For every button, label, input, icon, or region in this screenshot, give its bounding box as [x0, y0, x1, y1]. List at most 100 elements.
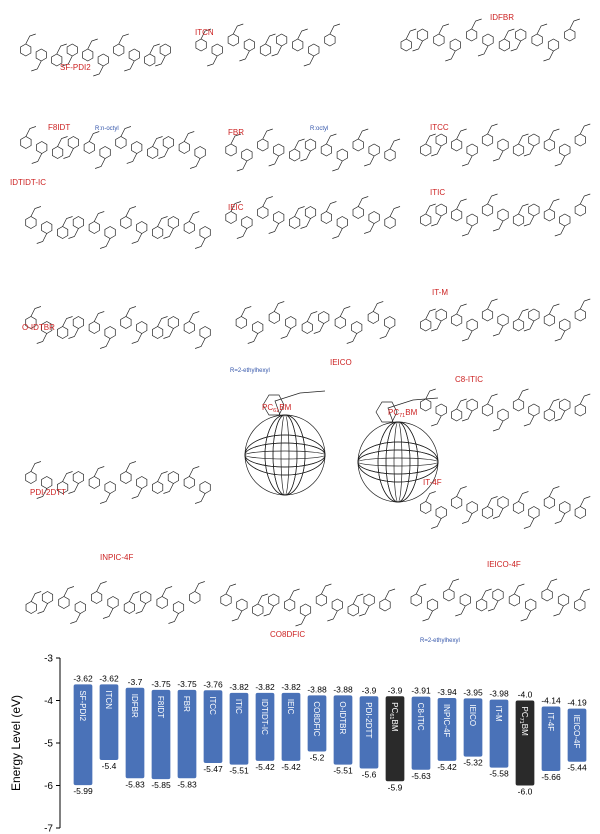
- lumo-value-label: -3.91: [411, 686, 431, 696]
- molecule-label-text: FBR: [228, 128, 244, 137]
- structure-sketch: [410, 578, 590, 622]
- structure-sketch: [220, 583, 396, 627]
- bar-group: IT-M -3.98 -5.58: [489, 689, 509, 779]
- homo-value-label: -5.2: [310, 753, 325, 763]
- energy-bar: [177, 689, 197, 779]
- molecule-label: IT-4F: [423, 478, 442, 487]
- energy-bar: [73, 684, 93, 786]
- lumo-value-label: -3.94: [437, 687, 457, 697]
- molecule-label-text: PC: [388, 408, 399, 417]
- energy-bar: [281, 692, 301, 761]
- molecule-label: ITCN: [195, 28, 214, 37]
- energy-bar: [411, 696, 431, 770]
- lumo-value-label: -3.62: [99, 673, 119, 683]
- molecule-label-text: IEIC: [228, 203, 244, 212]
- structure-sketch: [20, 33, 171, 77]
- lumo-value-label: -3.88: [307, 684, 327, 694]
- molecule-pdi-2dtt: PDI-2DTT: [25, 461, 211, 504]
- structure-sketch: [25, 206, 211, 249]
- lumo-value-label: -3.82: [255, 682, 275, 692]
- lumo-value-label: -3.76: [203, 679, 223, 689]
- molecule-ieico-4f: IEICO-4F R=2-ethylhexyl: [410, 560, 590, 644]
- lumo-value-label: -3.95: [463, 687, 483, 697]
- molecule-o-idtbr: O-IDTBR: [22, 306, 211, 349]
- structure-sketch: [25, 581, 205, 624]
- lumo-value-label: -3.75: [177, 679, 197, 689]
- homo-value-label: -6.0: [518, 787, 533, 797]
- bar-name-label: SF-PDI2: [78, 690, 87, 721]
- energy-bar: [229, 692, 249, 765]
- energy-bar: [567, 708, 587, 762]
- structure-sketch: [357, 397, 439, 503]
- y-tick-label: -4: [44, 696, 53, 707]
- bar-name-label: PC61BM: [388, 702, 399, 732]
- lumo-value-label: -3.82: [229, 682, 249, 692]
- molecule-label-text: C8-ITIC: [455, 375, 483, 384]
- bar-name-label: F8IDT: [156, 696, 165, 718]
- homo-value-label: -5.44: [567, 763, 587, 773]
- molecule-label-text: ITCN: [195, 28, 214, 37]
- molecule-label-text: SF-PDI2: [60, 63, 91, 72]
- lumo-value-label: -3.82: [281, 682, 301, 692]
- molecule-label-text: PDI-2DTT: [30, 488, 66, 497]
- molecule-inpic-4f: INPIC-4F: [25, 553, 205, 624]
- lumo-value-label: -3.75: [151, 679, 171, 689]
- molecule-ieic: IEIC: [225, 196, 401, 239]
- molecule-label: IEICO: [330, 358, 352, 367]
- molecule-f8idt: F8IDT R:n-octyl: [20, 123, 206, 169]
- lumo-value-label: -3.9: [362, 685, 377, 695]
- molecule-note: R=2-ethylhexyl: [230, 368, 270, 374]
- molecule-sf-pdi2: SF-PDI2: [20, 33, 171, 77]
- molecule-label-text: IDFBR: [490, 13, 514, 22]
- bar-name-label: O-IDTBR: [338, 701, 347, 734]
- energy-bar: [489, 699, 509, 768]
- molecule-label: IEIC: [228, 203, 244, 212]
- homo-value-label: -5.58: [489, 769, 509, 779]
- y-tick-label: -5: [44, 739, 53, 750]
- molecule-label: IDFBR: [490, 13, 514, 22]
- molecule-label: F8IDT: [48, 123, 70, 132]
- molecule-ieico: IEICO R=2-ethylhexyl: [230, 301, 396, 374]
- homo-value-label: -5.99: [73, 786, 93, 796]
- lumo-value-label: -3.7: [128, 677, 143, 687]
- bar-group: IT-4F -4.14 -5.66: [541, 695, 561, 782]
- energy-bar: [333, 695, 353, 765]
- molecule-idfbr: IDFBR: [400, 13, 580, 62]
- homo-value-label: -5.51: [333, 766, 353, 776]
- structure-sketch: [235, 301, 396, 344]
- molecule-label: CO8DFIC: [270, 630, 305, 639]
- molecule-itcc: ITCC: [420, 123, 591, 167]
- bar-group: O-IDTBR -3.88 -5.51: [333, 684, 353, 775]
- lumo-value-label: -4.14: [541, 695, 561, 705]
- bar-name-label: IEICO: [468, 704, 477, 726]
- y-axis-title: Energy Level (eV): [9, 695, 23, 791]
- bar-group: PC61BM -3.9 -5.9: [385, 685, 405, 792]
- homo-value-label: -5.4: [102, 761, 117, 771]
- energy-bar: [255, 692, 275, 761]
- molecule-label: IEICO-4F: [487, 560, 521, 569]
- molecule-label-text: CO8DFIC: [270, 630, 305, 639]
- lumo-value-label: -3.88: [333, 684, 353, 694]
- bar-group: INPIC-4F -3.94 -5.42: [437, 687, 457, 772]
- homo-value-label: -5.63: [411, 771, 431, 781]
- energy-bar: [359, 696, 379, 769]
- molecule-label: SF-PDI2: [60, 63, 91, 72]
- bar-group: IDFBR -3.7 -5.83: [125, 677, 145, 790]
- energy-level-chart: -3 -4 -5 -6 -7 Energy Level (eV) SF-PDI2 -3.6…: [9, 654, 587, 834]
- lumo-value-label: -3.98: [489, 689, 509, 699]
- molecule-label-text: IT-M: [432, 288, 448, 297]
- structure-sketch: [420, 388, 591, 432]
- structure-sketch: [420, 298, 591, 342]
- energy-bar: [463, 698, 483, 757]
- molecule-it-4f: IT-4F: [420, 478, 591, 529]
- energy-bar: [385, 696, 405, 782]
- molecule-label-text: IT-4F: [423, 478, 442, 487]
- bar-name-label: ITIC: [234, 699, 243, 714]
- molecule-label: PDI-2DTT: [30, 488, 66, 497]
- bar-name-label: ITCC: [208, 696, 217, 715]
- bars: SF-PDI2-3.62-5.99ITCN-3.62-5.4IDFBR-3.7-…: [73, 673, 587, 796]
- bar-name-label: IT-M: [494, 706, 503, 722]
- molecule-label: PC71BM: [388, 408, 418, 419]
- molecule-it-m: IT-M: [420, 288, 591, 342]
- lumo-value-label: -4.0: [518, 690, 533, 700]
